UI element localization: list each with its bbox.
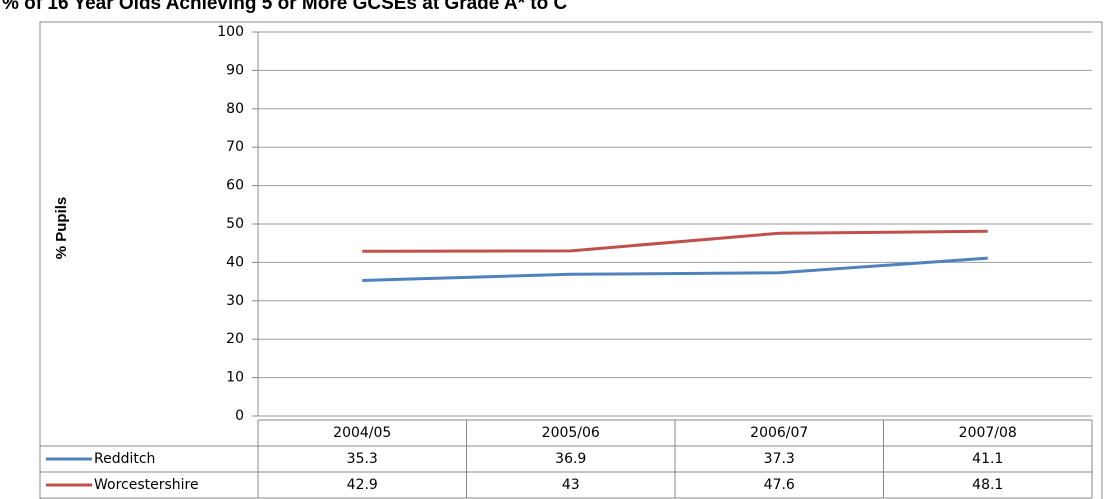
table-value: 41.1 <box>972 451 1003 467</box>
y-tick-label: 40 <box>226 254 244 270</box>
x-tick-label: 2005/06 <box>542 425 600 441</box>
table-value: 47.6 <box>764 477 795 493</box>
y-tick-label: 50 <box>226 216 244 232</box>
x-tick-label: 2007/08 <box>959 425 1017 441</box>
y-tick-label: 70 <box>226 139 244 155</box>
table-value: 37.3 <box>764 451 795 467</box>
series-line <box>362 229 988 253</box>
x-tick-label: 2004/05 <box>333 425 391 441</box>
y-axis-label: % Pupils <box>53 197 70 260</box>
table-value: 48.1 <box>972 477 1003 493</box>
table-value: 35.3 <box>347 451 378 467</box>
y-tick-label: 20 <box>226 331 244 347</box>
table-value: 36.9 <box>555 451 586 467</box>
legend-label: Worcestershire <box>94 477 199 493</box>
x-tick-label: 2006/07 <box>750 425 808 441</box>
y-tick-label: 30 <box>226 293 244 309</box>
chart-frame <box>39 21 1103 499</box>
chart-title: % of 16 Year Olds Achieving 5 or More GC… <box>2 0 568 14</box>
y-tick-label: 100 <box>217 24 244 40</box>
y-tick-label: 90 <box>226 62 244 78</box>
y-tick-label: 10 <box>226 370 244 386</box>
series-line <box>362 256 988 282</box>
table-value: 42.9 <box>347 477 378 493</box>
legend-label: Redditch <box>94 451 155 467</box>
y-tick-label: 60 <box>226 178 244 194</box>
y-tick-label: 0 <box>235 408 244 424</box>
y-tick-label: 80 <box>226 101 244 117</box>
table-value: 43 <box>562 477 580 493</box>
